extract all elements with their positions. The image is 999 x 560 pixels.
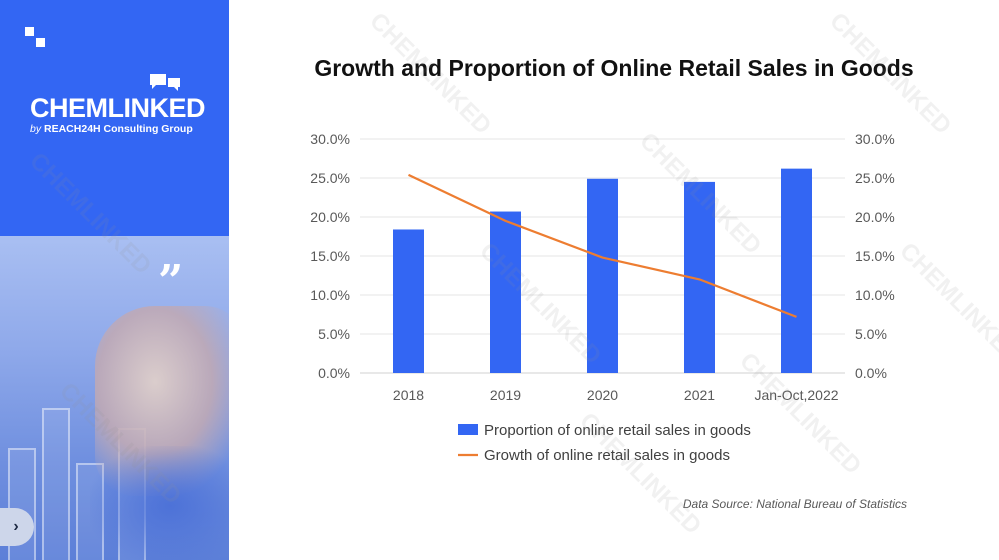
data-source-note: Data Source: National Bureau of Statisti… — [682, 497, 907, 511]
brand-by: by — [30, 123, 42, 135]
y-tick-label: 0.0% — [318, 365, 350, 381]
legend-swatch-bar — [458, 424, 478, 435]
y-tick-label: 5.0% — [318, 326, 350, 342]
y2-tick-label: 5.0% — [855, 326, 887, 342]
y2-tick-label: 20.0% — [855, 209, 895, 225]
y2-tick-label: 0.0% — [855, 365, 887, 381]
brand-company: REACH24H Consulting Group — [44, 123, 193, 135]
x-tick-label: 2018 — [393, 387, 424, 403]
legend-label: Growth of online retail sales in goods — [484, 447, 730, 464]
next-slide-button[interactable]: › — [0, 508, 34, 546]
y2-tick-label: 10.0% — [855, 287, 895, 303]
x-tick-label: 2021 — [684, 387, 715, 403]
hand-chart-photo — [0, 236, 229, 560]
chat-bubbles-icon — [150, 74, 180, 91]
quote-icon: ” — [158, 256, 184, 307]
y2-tick-label: 15.0% — [855, 248, 895, 264]
y2-tick-label: 30.0% — [855, 131, 895, 147]
x-tick-label: 2020 — [587, 387, 618, 403]
y2-tick-label: 25.0% — [855, 170, 895, 186]
sleeve-image — [90, 446, 229, 560]
bar — [781, 168, 812, 373]
bar — [587, 178, 618, 373]
logo-squares-icon — [25, 27, 47, 47]
chevron-right-icon: › — [13, 518, 19, 535]
x-tick-label: Jan-Oct,2022 — [754, 387, 838, 403]
chart-title: Growth and Proportion of Online Retail S… — [314, 55, 914, 81]
y-tick-label: 15.0% — [310, 248, 350, 264]
bar — [490, 211, 521, 373]
sidebar-panel: CHEMLINKED by REACH24H Consulting Group … — [0, 0, 229, 560]
brand-name: CHEMLINKED — [30, 93, 206, 123]
y-tick-label: 30.0% — [310, 131, 350, 147]
bar — [393, 229, 424, 373]
y-tick-label: 20.0% — [310, 209, 350, 225]
legend-label: Proportion of online retail sales in goo… — [484, 422, 751, 439]
x-tick-label: 2019 — [490, 387, 521, 403]
brand-subtitle: by REACH24H Consulting Group — [30, 123, 193, 135]
y-tick-label: 25.0% — [310, 170, 350, 186]
y-tick-label: 10.0% — [310, 287, 350, 303]
photo-bar-decoration — [42, 408, 70, 560]
